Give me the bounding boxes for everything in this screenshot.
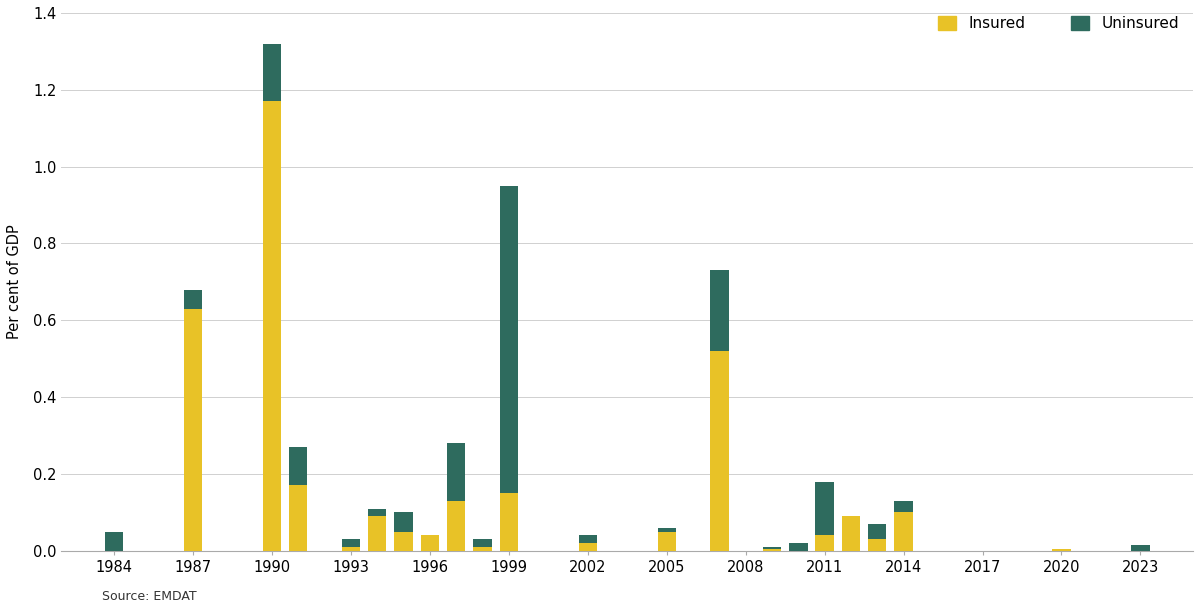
- Bar: [289, 485, 307, 551]
- Bar: [499, 493, 518, 551]
- Bar: [395, 531, 413, 551]
- Bar: [499, 186, 518, 493]
- Bar: [894, 512, 913, 551]
- Bar: [184, 290, 203, 309]
- Bar: [816, 482, 834, 536]
- Bar: [868, 524, 887, 539]
- Bar: [868, 539, 887, 551]
- Bar: [790, 543, 808, 551]
- Bar: [578, 536, 596, 543]
- Bar: [578, 543, 596, 551]
- Bar: [289, 447, 307, 485]
- Bar: [763, 547, 781, 549]
- Bar: [446, 501, 466, 551]
- Bar: [446, 443, 466, 501]
- Bar: [1132, 545, 1150, 551]
- Bar: [421, 536, 439, 551]
- Bar: [473, 539, 492, 547]
- Bar: [1052, 549, 1070, 551]
- Bar: [395, 512, 413, 531]
- Bar: [263, 101, 281, 551]
- Bar: [658, 531, 676, 551]
- Bar: [894, 501, 913, 512]
- Bar: [184, 309, 203, 551]
- Bar: [368, 516, 386, 551]
- Bar: [473, 547, 492, 551]
- Bar: [710, 270, 728, 351]
- Legend: Insured, Uninsured: Insured, Uninsured: [931, 10, 1186, 37]
- Bar: [342, 547, 360, 551]
- Bar: [368, 508, 386, 516]
- Bar: [816, 536, 834, 551]
- Text: Source: EMDAT: Source: EMDAT: [102, 590, 197, 603]
- Bar: [104, 531, 124, 551]
- Bar: [710, 351, 728, 551]
- Bar: [763, 549, 781, 551]
- Bar: [658, 528, 676, 531]
- Y-axis label: Per cent of GDP: Per cent of GDP: [7, 224, 22, 339]
- Bar: [841, 516, 860, 551]
- Bar: [342, 539, 360, 547]
- Bar: [263, 44, 281, 101]
